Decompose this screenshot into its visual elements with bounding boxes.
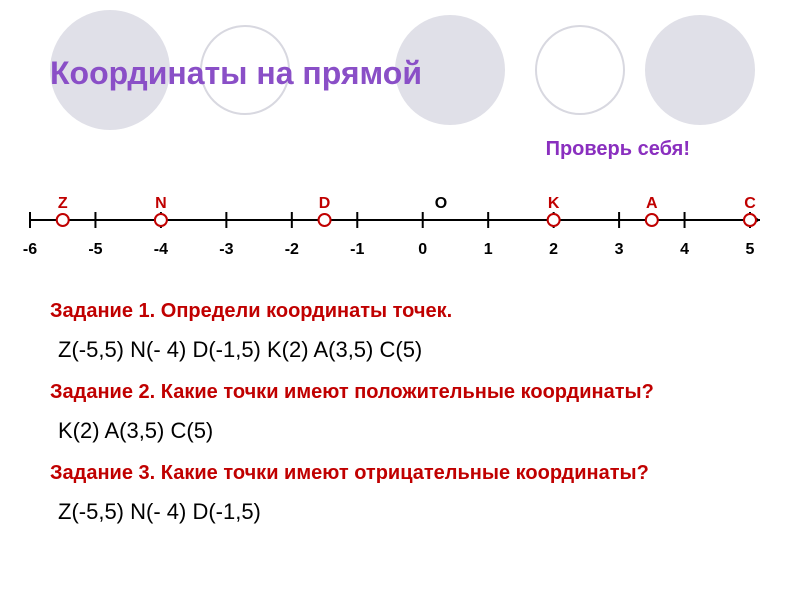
svg-text:-1: -1: [350, 241, 364, 258]
svg-text:-2: -2: [285, 241, 299, 258]
svg-text:-6: -6: [23, 241, 37, 258]
svg-text:Z: Z: [58, 195, 68, 212]
svg-text:2: 2: [549, 241, 558, 258]
answer-1: Z(-5,5) N(- 4) D(-1,5) K(2) A(3,5) C(5): [58, 337, 750, 363]
svg-text:D: D: [319, 195, 331, 212]
svg-text:-4: -4: [154, 241, 168, 258]
svg-text:O: O: [435, 195, 447, 212]
svg-text:0: 0: [418, 241, 427, 258]
svg-text:C: C: [744, 195, 756, 212]
answer-3: Z(-5,5) N(- 4) D(-1,5): [58, 499, 750, 525]
svg-text:1: 1: [484, 241, 493, 258]
svg-text:-5: -5: [88, 241, 102, 258]
page-title: Координаты на прямой: [50, 55, 422, 92]
svg-text:-3: -3: [219, 241, 233, 258]
svg-text:5: 5: [746, 241, 755, 258]
svg-text:4: 4: [680, 241, 689, 258]
svg-text:N: N: [155, 195, 167, 212]
tasks-block: Задание 1. Определи координаты точек. Z(…: [50, 300, 750, 543]
svg-text:3: 3: [615, 241, 624, 258]
number-line: -6 -5 -4 -3 -2 -1 0 1 2 3 4 5 Z N D K A C O: [20, 175, 780, 265]
svg-text:K: K: [548, 195, 560, 212]
task-3: Задание 3. Какие точки имеют отрицательн…: [50, 462, 750, 485]
subtitle: Проверь себя!: [546, 138, 690, 161]
task-2: Задание 2. Какие точки имеют положительн…: [50, 381, 750, 404]
svg-text:A: A: [646, 195, 658, 212]
answer-2: K(2) A(3,5) C(5): [58, 418, 750, 444]
task-1: Задание 1. Определи координаты точек.: [50, 300, 750, 323]
